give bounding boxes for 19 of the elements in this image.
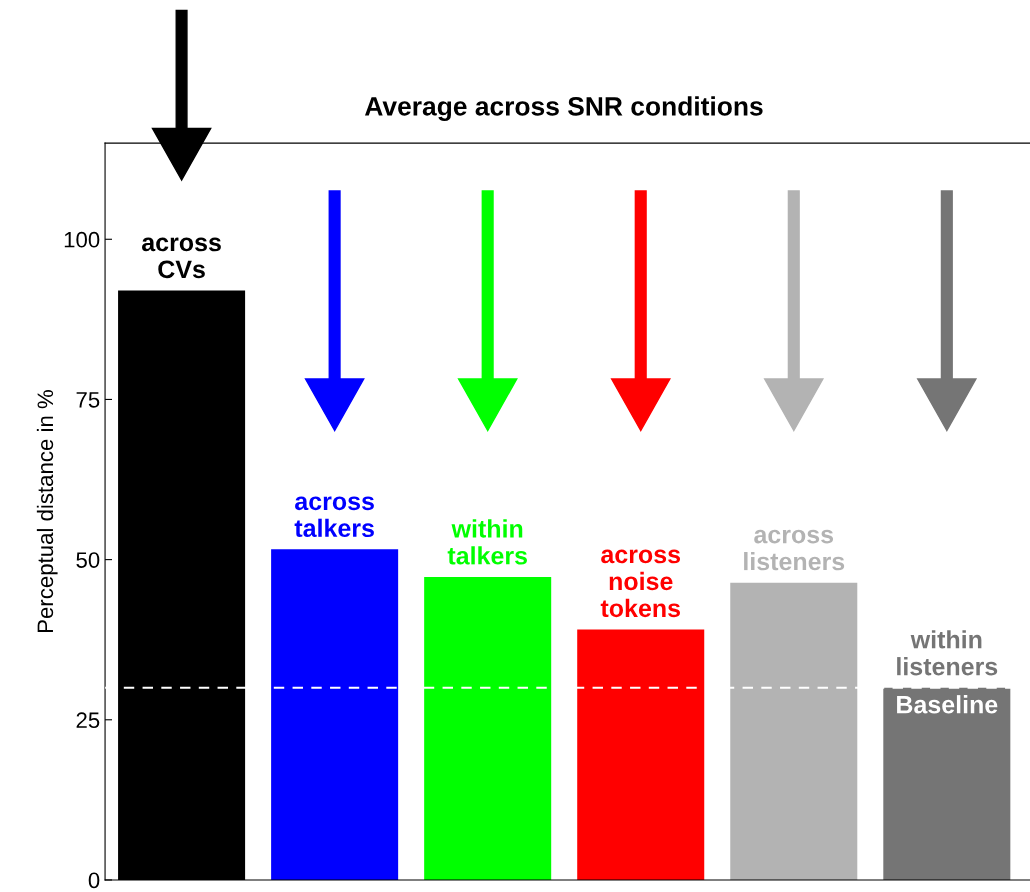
x-tick-label: within listeners <box>897 630 998 676</box>
x-tick-label: within talkers <box>447 519 527 565</box>
y-tick-label: 100 <box>64 231 100 248</box>
y-tick-label: 50 <box>76 552 100 568</box>
y-tick-label: 25 <box>76 712 100 729</box>
x-tick-label: across noise tokens <box>600 549 681 618</box>
x-tick-label: across CVs <box>142 237 221 279</box>
bar <box>730 582 858 880</box>
chart-title: Average across SNR conditions <box>364 96 763 121</box>
bar <box>424 576 552 880</box>
y-tick-label: 75 <box>76 392 100 408</box>
y-tick-label: 0 <box>88 872 100 889</box>
y-axis-title: Perceptual distance in % <box>36 390 58 633</box>
bar <box>577 629 705 880</box>
bar <box>883 687 1011 880</box>
x-tick-label: across listeners <box>744 529 845 571</box>
x-tick-label: across talkers <box>294 496 374 538</box>
bar <box>271 549 399 880</box>
ref-line-label: Baseline <box>897 695 998 714</box>
